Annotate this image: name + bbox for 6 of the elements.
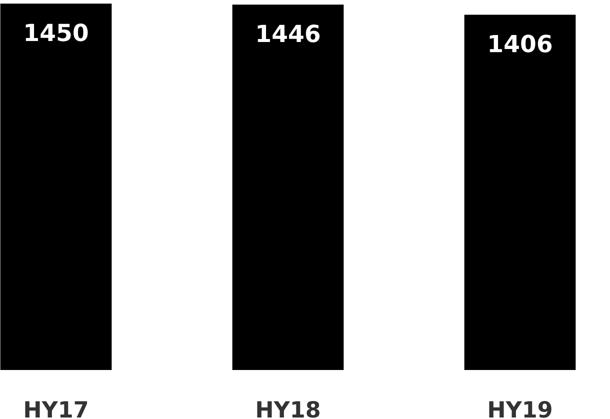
data-label: 1450: [26, 24, 88, 42]
data-label: 1446: [258, 24, 320, 42]
x-tick-label: HY17: [25, 401, 88, 418]
x-tick-label: HY19: [489, 400, 552, 418]
x-tick-label: HY18: [257, 400, 320, 418]
data-label: 1406: [490, 34, 552, 52]
